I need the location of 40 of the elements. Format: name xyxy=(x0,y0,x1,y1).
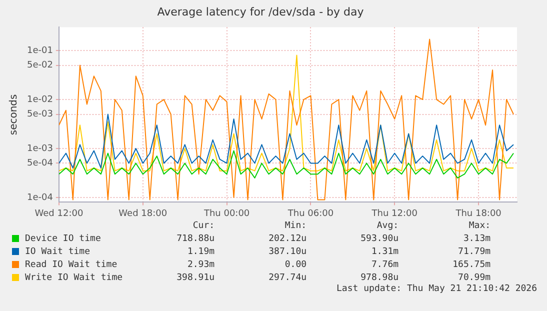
y-tick-label: 1e-02 xyxy=(26,94,53,105)
text: Max: xyxy=(468,220,492,232)
legend-label: IO Wait time xyxy=(24,246,92,258)
x-tick-label: Thu 18:00 xyxy=(454,208,502,219)
legend-label: Write IO Wait time xyxy=(24,272,124,284)
text: Cur: xyxy=(192,220,216,232)
text: 398.91u xyxy=(176,272,216,284)
x-tick-label: Wed 12:00 xyxy=(34,208,84,219)
x-tick-label: Thu 06:00 xyxy=(286,208,334,219)
x-tick-label: Wed 18:00 xyxy=(118,208,168,219)
legend-label: Device IO time xyxy=(24,232,102,245)
text: 70.99m xyxy=(457,272,492,284)
text: 202.12u xyxy=(268,232,308,245)
text: Min: xyxy=(284,220,308,232)
text: 71.79m xyxy=(457,246,492,258)
y-tick-label: 5e-04 xyxy=(26,158,54,169)
text: 0.00 xyxy=(284,258,308,271)
y-tick-label: 5e-02 xyxy=(26,60,53,71)
text: 7.76m xyxy=(370,258,400,271)
y-tick-label: 1e-04 xyxy=(26,192,54,203)
y-tick-label: 1e-03 xyxy=(26,144,53,154)
text: Avg: xyxy=(376,220,400,232)
text: 718.88u xyxy=(176,232,216,245)
text: 387.10u xyxy=(268,246,308,258)
text: 3.13m xyxy=(462,232,492,245)
chart-title: Average latency for /dev/sda - by day xyxy=(157,5,364,18)
text: 165.75m xyxy=(452,258,492,271)
text: 593.90u xyxy=(360,232,400,245)
y-axis-title: seconds xyxy=(8,94,20,136)
text: 1.31m xyxy=(370,246,400,258)
text: 1.19m xyxy=(186,246,216,258)
text: 978.98u xyxy=(360,272,400,284)
x-tick-label: Thu 12:00 xyxy=(370,208,418,219)
y-tick-label: 1e-01 xyxy=(26,46,53,56)
x-tick-label: Thu 00:00 xyxy=(202,208,250,219)
y-tick-label: 5e-03 xyxy=(26,110,53,120)
text: 2.93m xyxy=(186,258,216,271)
text: 297.74u xyxy=(268,272,308,284)
text: Last update: Thu May 21 21:10:42 2026 xyxy=(336,284,537,294)
legend-label: Read IO Wait time xyxy=(24,258,118,271)
